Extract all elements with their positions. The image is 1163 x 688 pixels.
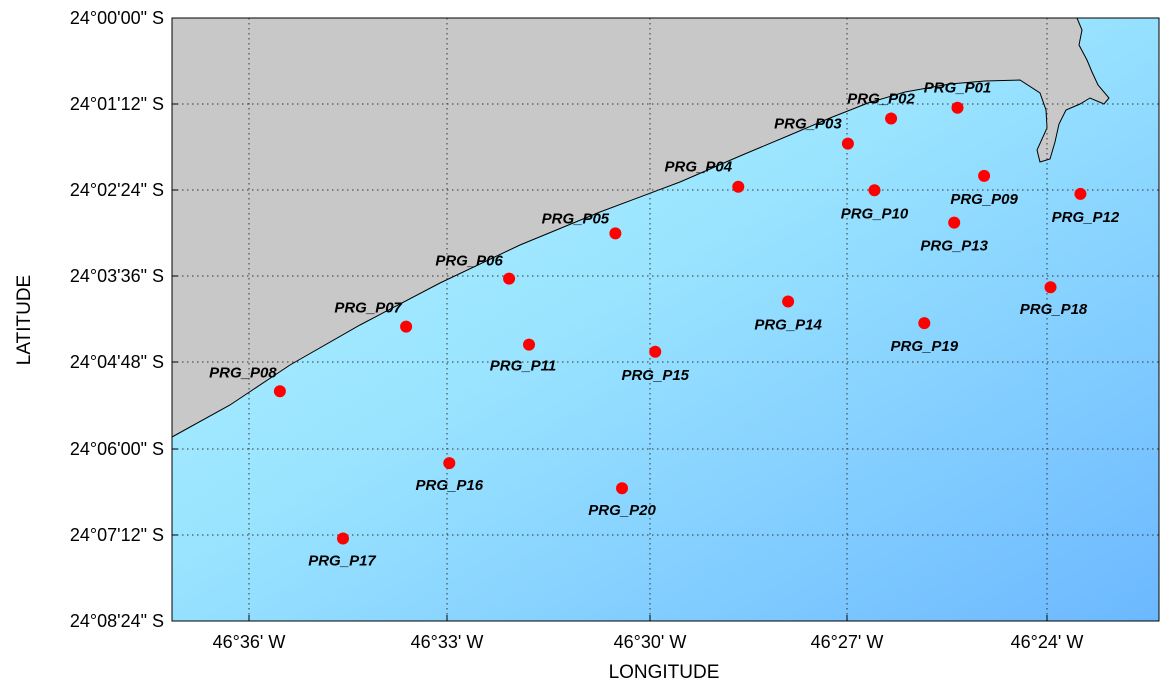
station-marker[interactable] [273,385,286,398]
stations: PRG_P01 PRG_P02 PRG_P03 PRG_P04 PRG_P05 PRG_P… [209,80,1120,570]
station-label: PRG_P11 [490,358,556,375]
station-marker[interactable] [400,320,413,333]
x-tick-label: 46°27' W [811,632,884,652]
station-marker[interactable] [978,169,991,182]
station-label: PRG_P17 [308,552,376,569]
station-label: PRG_P12 [1052,209,1120,226]
station-prg-p02[interactable]: PRG_P02 [847,91,916,125]
coastline [172,18,1110,438]
station-marker[interactable] [337,532,350,545]
station-prg-p11[interactable]: PRG_P11 [490,338,556,375]
station-prg-p14[interactable]: PRG_P14 [754,295,823,334]
station-marker[interactable] [1044,281,1057,294]
y-tick-label: 24°04'48" S [70,352,164,372]
station-label: PRG_P16 [416,477,484,494]
station-label: PRG_P19 [891,338,959,355]
station-label: PRG_P05 [542,210,610,227]
station-label: PRG_P07 [334,300,402,317]
station-marker[interactable] [732,180,745,193]
station-prg-p07[interactable]: PRG_P07 [334,300,413,333]
station-prg-p12[interactable]: PRG_P12 [1052,187,1120,226]
x-axis-title: LONGITUDE [609,662,720,683]
station-prg-p18[interactable]: PRG_P18 [1020,281,1088,318]
y-tick-label: 24°08'24" S [70,611,164,631]
station-marker[interactable] [951,101,964,114]
y-tick-label: 24°02'24" S [70,180,164,200]
station-prg-p10[interactable]: PRG_P10 [841,184,909,222]
station-label: PRG_P01 [924,80,992,97]
station-prg-p20[interactable]: PRG_P20 [588,482,656,519]
station-label: PRG_P14 [754,317,822,334]
y-axis-title: LATITUDE [14,275,35,365]
graticule [172,18,1159,621]
station-label: PRG_P09 [950,191,1018,208]
x-tick-label: 46°33' W [411,632,484,652]
station-marker[interactable] [1074,187,1087,200]
station-label: PRG_P15 [621,367,689,384]
station-label: PRG_P10 [841,205,909,222]
station-prg-p16[interactable]: PRG_P16 [416,457,484,494]
y-tick-label: 24°07'12" S [70,525,164,545]
latitude-ticks: 24°00'00" S 24°01'12" S 24°02'24" S 24°03'3… [70,8,178,631]
plot-frame [171,17,1160,622]
station-prg-p09[interactable]: PRG_P09 [950,169,1019,208]
x-tick-label: 46°30' W [614,632,687,652]
station-prg-p04[interactable]: PRG_P04 [665,159,745,193]
longitude-ticks: 46°36' W 46°33' W 46°30' W 46°27' W 46°24' W [213,615,1084,652]
station-prg-p08[interactable]: PRG_P08 [209,364,286,398]
y-tick-label: 24°00'00" S [70,8,164,28]
station-label: PRG_P20 [588,502,656,519]
station-prg-p15[interactable]: PRG_P15 [621,345,690,384]
station-prg-p03[interactable]: PRG_P03 [774,116,854,150]
station-prg-p05[interactable]: PRG_P05 [542,210,622,240]
y-tick-label: 24°03'36" S [70,266,164,286]
station-label: PRG_P04 [665,159,733,176]
station-prg-p13[interactable]: PRG_P13 [920,216,989,255]
station-label: PRG_P08 [209,364,277,381]
station-prg-p19[interactable]: PRG_P19 [891,317,959,355]
x-tick-label: 46°36' W [213,632,286,652]
station-label: PRG_P06 [435,253,503,270]
station-prg-p17[interactable]: PRG_P17 [308,532,376,569]
station-marker[interactable] [503,272,516,285]
station-label: PRG_P03 [774,116,842,133]
station-prg-p06[interactable]: PRG_P06 [435,253,516,285]
station-marker[interactable] [885,112,898,125]
station-marker[interactable] [782,295,795,308]
station-marker[interactable] [868,184,881,197]
x-tick-label: 46°24' W [1011,632,1084,652]
station-marker[interactable] [609,227,622,240]
land-area [172,18,1109,437]
station-marker[interactable] [841,137,854,150]
station-prg-p01[interactable]: PRG_P01 [924,80,992,114]
y-tick-label: 24°06'00" S [70,439,164,459]
station-label: PRG_P13 [920,238,988,255]
station-marker[interactable] [523,338,536,351]
station-marker[interactable] [649,345,662,358]
station-marker[interactable] [443,457,456,470]
station-marker[interactable] [918,317,931,330]
station-marker[interactable] [948,216,961,229]
station-label: PRG_P18 [1020,301,1088,318]
station-label: PRG_P02 [847,91,915,108]
station-marker[interactable] [616,482,629,495]
y-tick-label: 24°01'12" S [70,94,164,114]
